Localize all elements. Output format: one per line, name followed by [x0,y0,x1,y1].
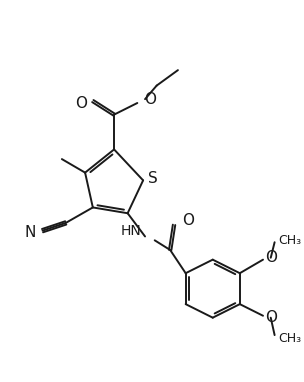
Text: HN: HN [120,223,141,238]
Text: O: O [75,96,87,110]
Text: N: N [24,225,36,240]
Text: O: O [182,214,194,228]
Text: O: O [144,92,156,107]
Text: O: O [265,310,277,325]
Text: S: S [148,171,158,186]
Text: CH₃: CH₃ [278,234,302,247]
Text: CH₃: CH₃ [278,332,302,345]
Text: O: O [265,250,277,265]
